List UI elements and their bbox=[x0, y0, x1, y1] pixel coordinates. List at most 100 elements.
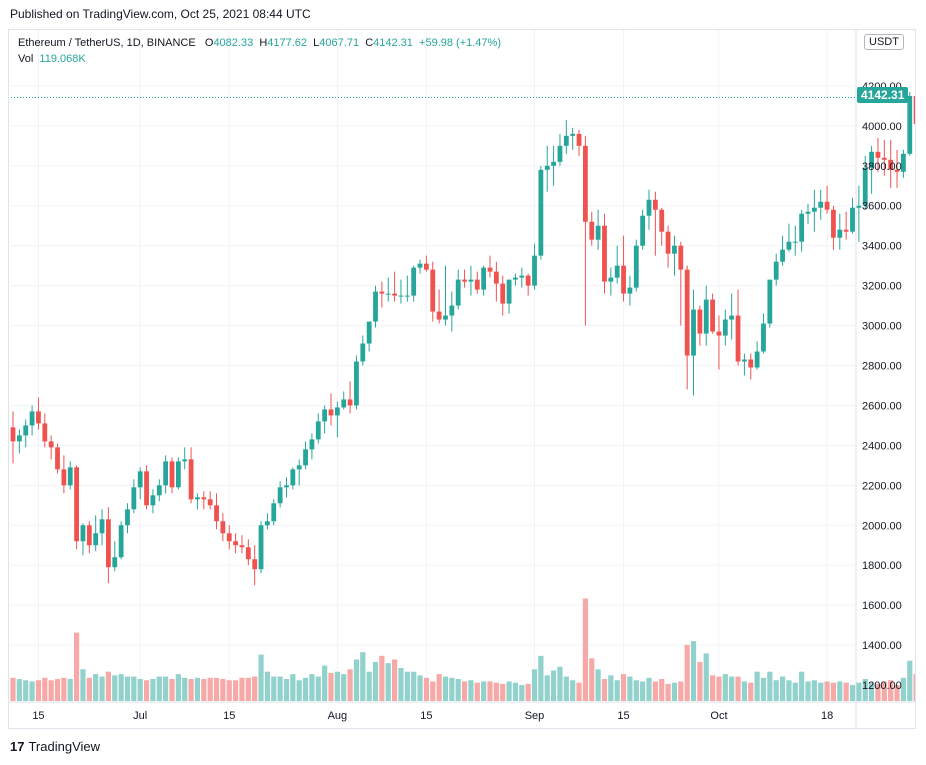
volume-bar bbox=[608, 675, 614, 701]
candle-body bbox=[748, 359, 754, 368]
candle-body bbox=[831, 209, 836, 238]
volume-bar bbox=[309, 674, 315, 701]
volume-bar bbox=[487, 681, 493, 701]
candle-body bbox=[652, 199, 658, 210]
candlestick-chart[interactable]: 1200.00 1400.00 1600.00 1800.00 2000.00 2200.… bbox=[9, 30, 915, 728]
volume-bar bbox=[156, 676, 162, 701]
tradingview-brand[interactable]: 17 TradingView bbox=[10, 739, 100, 754]
candle-body bbox=[303, 449, 308, 466]
volume-bar bbox=[194, 677, 201, 701]
low-key: L bbox=[313, 37, 320, 49]
candle-body bbox=[42, 423, 48, 442]
volume-bar bbox=[233, 680, 239, 701]
last-price-tag: 4142.31 bbox=[857, 87, 909, 104]
candle-body bbox=[411, 267, 417, 296]
candle-body bbox=[239, 545, 245, 548]
candle-body bbox=[347, 399, 353, 406]
volume-bar bbox=[29, 681, 35, 701]
candle-body bbox=[563, 135, 569, 146]
grid-lines bbox=[11, 30, 856, 702]
candle-body bbox=[532, 255, 537, 286]
chart-frame[interactable]: 1200.00 1400.00 1600.00 1800.00 2000.00 2200.… bbox=[8, 29, 916, 729]
volume-bar bbox=[430, 681, 436, 701]
candle-body bbox=[710, 299, 715, 332]
candle-body bbox=[334, 407, 340, 416]
volume-bar bbox=[188, 679, 194, 701]
candle-body bbox=[538, 169, 544, 256]
volume-bar bbox=[353, 659, 360, 701]
candle-body bbox=[474, 279, 480, 290]
volume-bar bbox=[207, 677, 213, 701]
candle-body bbox=[697, 309, 703, 334]
volume-bar bbox=[741, 681, 747, 701]
candle-body bbox=[627, 287, 633, 294]
volume-bar bbox=[729, 676, 735, 701]
brand-name: TradingView bbox=[28, 739, 101, 754]
candle-body bbox=[430, 269, 436, 312]
candle-body bbox=[258, 525, 264, 570]
volume-bar bbox=[627, 676, 633, 701]
volume-bar bbox=[455, 679, 461, 701]
candle-body bbox=[780, 249, 785, 262]
volume-bar bbox=[500, 683, 506, 701]
candle-body bbox=[678, 245, 684, 270]
symbol-label[interactable]: Ethereum / TetherUS, 1D, BINANCE bbox=[18, 37, 196, 49]
tradingview-logo-icon: 17 bbox=[10, 739, 25, 754]
price-tick-label: 2400.00 bbox=[862, 440, 902, 452]
volume-bar bbox=[773, 680, 779, 701]
volume-bar bbox=[881, 681, 887, 701]
price-tick-label: 2600.00 bbox=[862, 400, 902, 412]
volume-bar bbox=[42, 677, 48, 701]
volume-bar bbox=[201, 679, 207, 701]
price-tick-label: 2000.00 bbox=[862, 520, 902, 532]
candle-body bbox=[805, 211, 811, 214]
volume-bar bbox=[347, 669, 353, 701]
candle-body bbox=[773, 261, 779, 280]
volume-bar bbox=[913, 674, 915, 701]
volume-bar bbox=[703, 653, 709, 701]
candle-body bbox=[341, 399, 347, 408]
volume-bar bbox=[118, 674, 124, 701]
price-tick-label: 1600.00 bbox=[862, 600, 902, 612]
time-tick-label: Jul bbox=[133, 710, 147, 722]
volume-bar bbox=[557, 666, 563, 701]
price-tick-label: 3600.00 bbox=[862, 201, 902, 213]
price-tick-label: 2800.00 bbox=[862, 361, 902, 373]
candle-body bbox=[118, 525, 124, 558]
candle-body bbox=[894, 169, 900, 172]
currency-button[interactable]: USDT bbox=[864, 34, 904, 50]
volume-bar bbox=[570, 680, 576, 701]
volume-bar bbox=[175, 674, 181, 701]
volume-bar bbox=[372, 661, 379, 701]
volume-bar bbox=[61, 677, 67, 701]
volume-bar bbox=[341, 674, 347, 701]
candle-body bbox=[296, 465, 302, 470]
volume-bar bbox=[671, 682, 678, 701]
candle-body bbox=[640, 215, 646, 246]
candle-body bbox=[716, 331, 722, 336]
candle-body bbox=[360, 343, 366, 362]
candle-body bbox=[424, 263, 429, 270]
candle-body bbox=[913, 95, 915, 124]
high-value: 4177.62 bbox=[267, 37, 308, 49]
high-key: H bbox=[259, 37, 268, 49]
candle-body bbox=[443, 315, 448, 320]
volume-bar bbox=[519, 685, 525, 701]
time-tick-label: 18 bbox=[821, 710, 833, 722]
candle-body bbox=[837, 229, 843, 238]
candle-body bbox=[786, 241, 792, 250]
candle-body bbox=[16, 435, 22, 442]
volume-bar bbox=[760, 677, 767, 701]
candle-body bbox=[233, 541, 238, 546]
candle-body bbox=[137, 471, 143, 488]
volume-bar bbox=[633, 680, 639, 701]
candle-body bbox=[163, 461, 169, 486]
volume-bar bbox=[894, 685, 900, 701]
volume-bar bbox=[792, 682, 798, 701]
volume-bar bbox=[748, 682, 754, 701]
time-tick-label: 15 bbox=[420, 710, 432, 722]
volume-bar bbox=[805, 681, 811, 701]
candle-body bbox=[722, 319, 728, 336]
candle-body bbox=[284, 485, 289, 488]
candle-body bbox=[659, 209, 665, 232]
